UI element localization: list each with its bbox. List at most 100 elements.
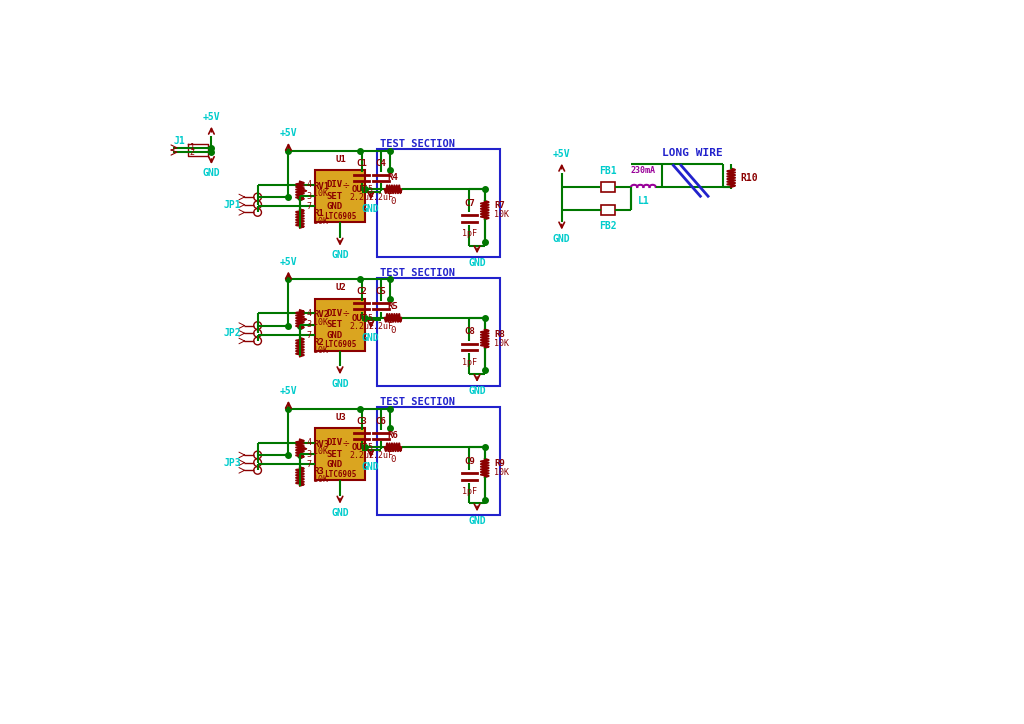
Text: C2: C2: [356, 287, 367, 296]
Text: GND: GND: [468, 515, 485, 526]
Text: 10K: 10K: [313, 318, 328, 327]
Text: 10K: 10K: [313, 217, 328, 226]
Text: JP3: JP3: [223, 458, 241, 468]
Text: L1: L1: [638, 196, 649, 206]
Text: 4: 4: [306, 309, 311, 318]
Text: R1: R1: [313, 209, 324, 219]
Text: 2.2uF: 2.2uF: [349, 451, 374, 460]
Text: 3: 3: [306, 450, 311, 459]
Text: 1pF: 1pF: [462, 230, 477, 238]
Text: RV2: RV2: [313, 311, 329, 319]
Text: 5: 5: [368, 443, 373, 452]
Text: R4: R4: [388, 173, 398, 182]
Text: DIV: DIV: [327, 438, 342, 447]
Text: C9: C9: [464, 457, 475, 466]
Text: 230mA: 230mA: [631, 166, 656, 174]
Text: 3: 3: [306, 320, 311, 329]
Text: 1pF: 1pF: [462, 358, 477, 367]
Text: RV3: RV3: [313, 439, 329, 449]
Text: GND: GND: [553, 234, 570, 244]
Text: DIV: DIV: [327, 180, 342, 189]
Text: +5V: +5V: [280, 257, 297, 267]
Text: GND: GND: [468, 258, 485, 268]
Text: C3: C3: [356, 417, 367, 426]
Text: 1: 1: [189, 143, 195, 152]
Text: 2.2uF: 2.2uF: [349, 321, 374, 331]
Text: R6: R6: [388, 432, 398, 440]
Text: 10K: 10K: [313, 346, 328, 355]
Text: 3: 3: [306, 192, 311, 201]
Text: C6: C6: [376, 417, 386, 426]
Text: C5: C5: [376, 287, 386, 296]
Bar: [315, 428, 366, 480]
Text: C1: C1: [356, 159, 367, 168]
Text: 2: 2: [189, 148, 195, 157]
Text: U3: U3: [335, 413, 346, 422]
Text: R9: R9: [494, 459, 505, 468]
Text: 2.2uF: 2.2uF: [349, 193, 374, 202]
Text: DIV: DIV: [327, 309, 342, 318]
Text: SET: SET: [327, 192, 342, 201]
Text: GND: GND: [327, 331, 342, 340]
Text: GND: GND: [331, 250, 349, 260]
Text: OUT: OUT: [351, 443, 368, 452]
Text: 10K: 10K: [494, 468, 509, 477]
Text: +5V: +5V: [203, 112, 220, 122]
Text: 7: 7: [306, 460, 311, 469]
Text: FB1: FB1: [599, 167, 616, 176]
Text: FB2: FB2: [599, 221, 616, 231]
Text: 2.2uF: 2.2uF: [369, 451, 393, 460]
Text: 0: 0: [390, 197, 396, 206]
Text: C4: C4: [376, 159, 386, 168]
Text: LTC6905: LTC6905: [325, 211, 356, 221]
Text: OUT: OUT: [351, 314, 368, 323]
Text: SET: SET: [327, 320, 342, 329]
Text: 0: 0: [390, 326, 396, 334]
Text: U2: U2: [335, 284, 346, 292]
Text: 2.2uF: 2.2uF: [369, 193, 393, 202]
Text: 7: 7: [306, 331, 311, 340]
Text: 10K: 10K: [313, 190, 328, 198]
Text: R10: R10: [740, 173, 758, 182]
Text: GND: GND: [362, 332, 380, 342]
Text: 10K: 10K: [313, 475, 328, 484]
Bar: [377, 407, 500, 515]
Bar: [601, 182, 614, 192]
Text: GND: GND: [468, 387, 485, 397]
Text: R5: R5: [388, 302, 398, 311]
Text: GND: GND: [362, 462, 380, 472]
Text: SET: SET: [327, 450, 342, 459]
Text: GND: GND: [203, 169, 220, 179]
Text: LONG WIRE: LONG WIRE: [663, 148, 723, 158]
Text: 0: 0: [390, 455, 396, 464]
Text: ÷: ÷: [343, 180, 349, 190]
Text: R8: R8: [494, 329, 505, 339]
Text: JP2: JP2: [223, 328, 241, 338]
Text: OUT: OUT: [351, 185, 368, 195]
Text: 10K: 10K: [494, 339, 509, 348]
Text: GND: GND: [362, 204, 380, 214]
Text: GND: GND: [327, 460, 342, 469]
Text: 4: 4: [306, 180, 311, 189]
Text: U1: U1: [335, 155, 346, 164]
Text: JP1: JP1: [223, 200, 241, 210]
Text: R7: R7: [494, 201, 505, 210]
Text: R3: R3: [313, 468, 324, 476]
Text: GND: GND: [327, 202, 342, 211]
Text: TEST SECTION: TEST SECTION: [380, 139, 455, 149]
Text: C7: C7: [464, 199, 475, 208]
Text: 5: 5: [368, 314, 373, 323]
Text: +5V: +5V: [553, 149, 570, 159]
Text: 2.2uF: 2.2uF: [369, 321, 393, 331]
Text: LTC6905: LTC6905: [325, 470, 356, 479]
Text: 4: 4: [306, 438, 311, 447]
Text: J1: J1: [173, 136, 185, 146]
Bar: [601, 206, 614, 215]
Text: ÷: ÷: [343, 437, 349, 447]
Text: LTC6905: LTC6905: [325, 340, 356, 349]
Bar: [315, 170, 366, 222]
Text: 10K: 10K: [313, 447, 328, 456]
Text: TEST SECTION: TEST SECTION: [380, 268, 455, 278]
Text: C8: C8: [464, 327, 475, 337]
Text: TEST SECTION: TEST SECTION: [380, 397, 455, 407]
